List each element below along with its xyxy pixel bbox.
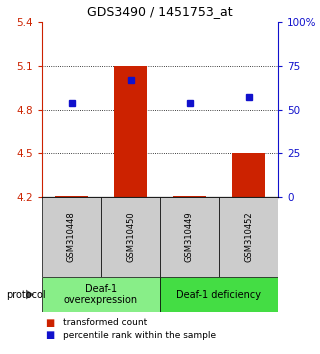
Bar bbox=[114, 66, 147, 197]
Text: protocol: protocol bbox=[6, 290, 46, 299]
Bar bbox=[42, 197, 101, 277]
Text: ■: ■ bbox=[45, 318, 54, 327]
Polygon shape bbox=[26, 290, 34, 299]
Bar bbox=[160, 197, 219, 277]
Bar bbox=[42, 277, 160, 312]
Text: GDS3490 / 1451753_at: GDS3490 / 1451753_at bbox=[87, 5, 233, 18]
Bar bbox=[173, 195, 206, 197]
Text: percentile rank within the sample: percentile rank within the sample bbox=[63, 331, 216, 339]
Text: GSM310448: GSM310448 bbox=[67, 212, 76, 262]
Text: Deaf-1 deficiency: Deaf-1 deficiency bbox=[177, 290, 261, 299]
Text: Deaf-1
overexpression: Deaf-1 overexpression bbox=[64, 284, 138, 305]
Text: GSM310449: GSM310449 bbox=[185, 212, 194, 262]
Text: ■: ■ bbox=[45, 330, 54, 340]
Text: GSM310452: GSM310452 bbox=[244, 212, 253, 262]
Bar bbox=[232, 153, 265, 197]
Bar bbox=[219, 197, 278, 277]
Bar bbox=[160, 277, 278, 312]
Bar bbox=[101, 197, 160, 277]
Text: GSM310450: GSM310450 bbox=[126, 212, 135, 262]
Text: transformed count: transformed count bbox=[63, 318, 147, 327]
Bar bbox=[55, 195, 88, 197]
